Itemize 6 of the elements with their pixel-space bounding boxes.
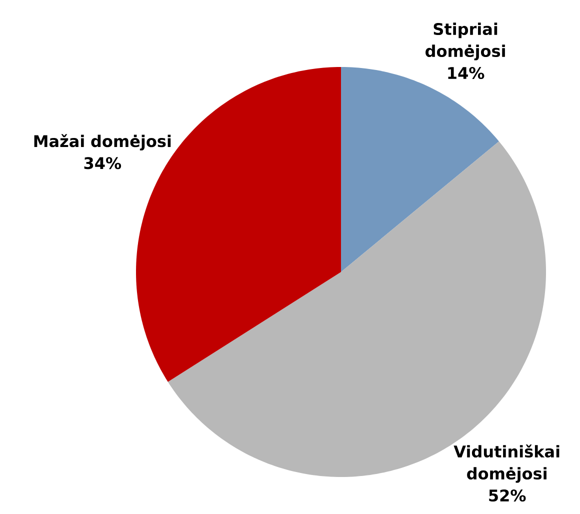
data-label: 14% [448, 66, 484, 80]
data-label: 34% [84, 157, 122, 170]
data-label: 52% [489, 489, 526, 502]
slice-label: Vidutiniškai domėjosi [454, 444, 560, 483]
slice-label: Stipriai domėjosi [426, 22, 505, 60]
slice-label: Mažai domėjosi [34, 134, 171, 150]
